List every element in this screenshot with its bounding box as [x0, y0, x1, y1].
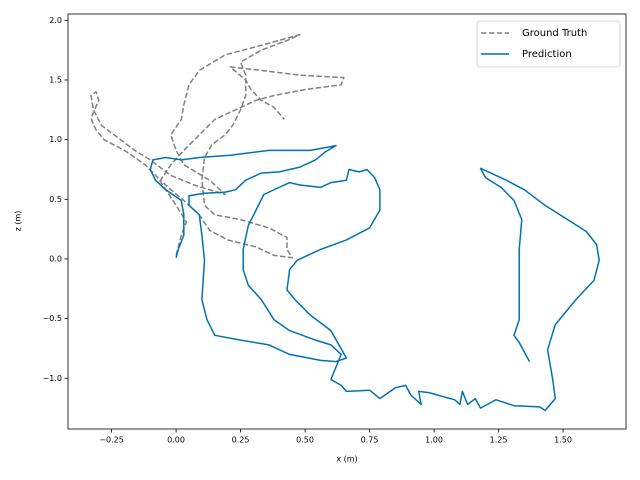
legend-box — [476, 20, 621, 68]
plot-frame — [67, 13, 627, 430]
x-tick-label: 1.50 — [554, 436, 572, 445]
legend-label: Ground Truth — [522, 28, 587, 39]
y-tick-label: −0.5 — [43, 314, 62, 323]
trajectory-line — [149, 144, 600, 412]
x-tick-label: 1.25 — [490, 436, 508, 445]
y-tick-label: 1.0 — [49, 135, 62, 144]
y-tick-label: 0.0 — [49, 254, 62, 263]
y-tick-label: 2.0 — [49, 16, 62, 25]
y-axis-label: z (m) — [14, 211, 23, 232]
x-tick-label: 0.75 — [361, 436, 379, 445]
x-tick-label: 0.00 — [167, 436, 185, 445]
legend-label: Prediction — [522, 49, 572, 60]
trajectory-line — [90, 33, 345, 259]
x-tick-label: −0.25 — [99, 436, 124, 445]
y-tick-label: 0.5 — [49, 195, 62, 204]
x-tick-label: 0.50 — [296, 436, 314, 445]
y-tick-label: 1.5 — [49, 75, 62, 84]
y-tick-label: −1.0 — [43, 374, 62, 383]
x-tick-label: 0.25 — [232, 436, 250, 445]
x-tick-label: 1.00 — [425, 436, 443, 445]
x-axis-label: x (m) — [336, 455, 357, 464]
